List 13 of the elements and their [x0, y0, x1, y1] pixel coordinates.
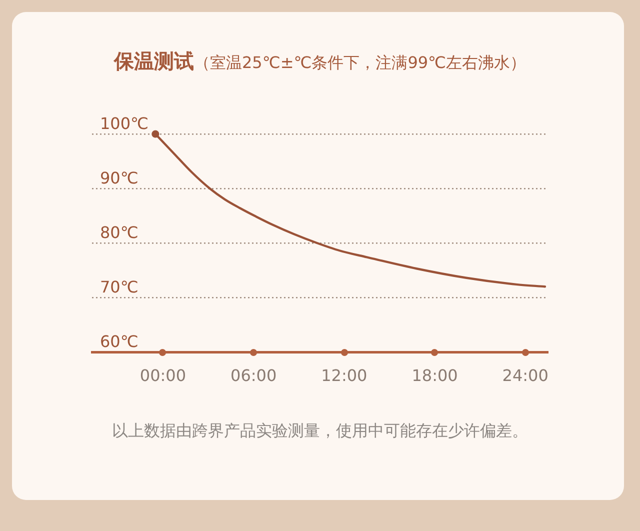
x-tick-label: 18:00 [412, 366, 458, 385]
y-tick-label: 70℃ [100, 278, 138, 297]
y-tick-label: 90℃ [100, 168, 138, 188]
x-tick-label: 00:00 [140, 366, 186, 385]
chart-title: 保温测试 [114, 49, 194, 73]
y-tick-label: 60℃ [100, 332, 138, 352]
text: 以上数据由跨界产品实验测量，使用中可能存在少许偏差。 [111, 420, 529, 442]
y-tick-label: 80℃ [100, 223, 138, 242]
y-tick-label: 100℃ [100, 114, 149, 134]
chart-subtitle: （室温25℃±℃条件下，注满99℃左右沸水） [194, 53, 526, 72]
x-tick-label: 24:00 [502, 366, 548, 385]
x-tick-label: 12:00 [321, 366, 368, 385]
x-tick-label: 06:00 [230, 366, 277, 385]
